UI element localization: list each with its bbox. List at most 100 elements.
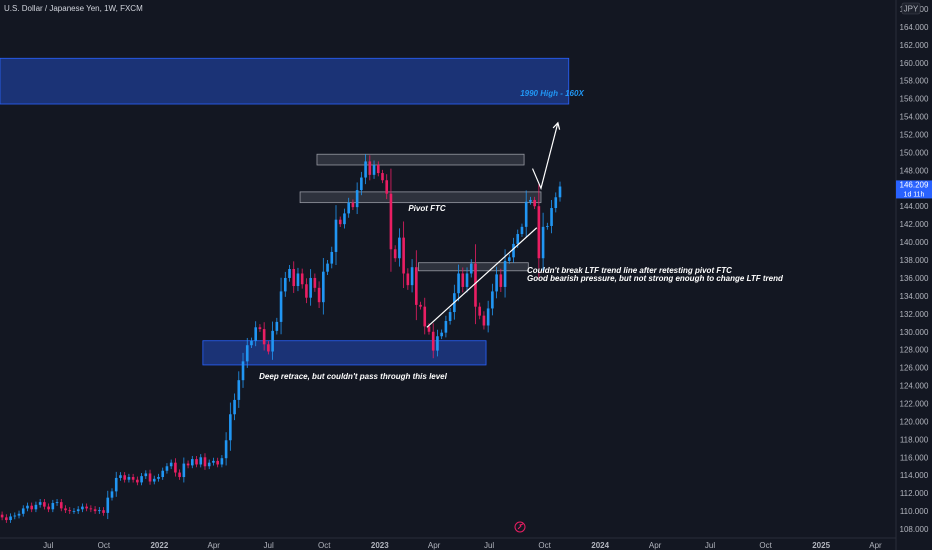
candle-body bbox=[144, 473, 148, 477]
candle-body bbox=[474, 263, 477, 307]
x-tick-label: Apr bbox=[428, 541, 441, 550]
candle-body bbox=[448, 312, 452, 322]
candle-body bbox=[102, 510, 105, 513]
annotation-bearish-note: Good bearish pressure, but not strong en… bbox=[527, 274, 784, 283]
candle-body bbox=[174, 462, 177, 473]
candle-body bbox=[436, 336, 439, 351]
y-tick-label: 156.000 bbox=[900, 95, 929, 104]
candle-body bbox=[414, 267, 418, 305]
candle-body bbox=[140, 476, 143, 483]
x-tick-label: 2023 bbox=[371, 541, 389, 550]
candle-body bbox=[114, 477, 118, 492]
candle-body bbox=[351, 202, 355, 208]
candle-body bbox=[279, 291, 283, 322]
candle-body bbox=[334, 219, 338, 252]
candle-body bbox=[376, 164, 380, 174]
pivot-zone bbox=[299, 191, 542, 204]
candle-body bbox=[17, 513, 21, 516]
candle-body bbox=[26, 505, 29, 509]
candle-body bbox=[364, 161, 367, 178]
candle-body bbox=[313, 277, 317, 288]
candle-body bbox=[503, 260, 507, 287]
y-tick-label: 140.000 bbox=[900, 238, 929, 247]
candle-body bbox=[241, 361, 245, 381]
candle-body bbox=[93, 509, 97, 512]
candle-body bbox=[486, 308, 490, 326]
y-tick-label: 112.000 bbox=[900, 489, 929, 498]
candle-body bbox=[123, 475, 126, 480]
candle-body bbox=[169, 462, 173, 467]
x-tick-label: Oct bbox=[318, 541, 331, 550]
candle-body bbox=[520, 226, 524, 235]
x-tick-label: Jul bbox=[705, 541, 715, 550]
candle-body bbox=[64, 508, 67, 511]
x-tick-label: Oct bbox=[538, 541, 551, 550]
y-tick-label: 108.000 bbox=[900, 525, 929, 534]
candle-body bbox=[533, 199, 536, 207]
candle-body bbox=[398, 237, 401, 259]
drawings-layer bbox=[426, 121, 561, 328]
y-tick-label: 154.000 bbox=[900, 113, 929, 122]
candle-body bbox=[250, 340, 253, 346]
candle-body bbox=[68, 510, 72, 512]
candle-body bbox=[21, 508, 25, 514]
candle-body bbox=[343, 213, 346, 225]
candle-body bbox=[178, 472, 181, 478]
y-tick-label: 130.000 bbox=[900, 328, 929, 337]
candle-body bbox=[55, 502, 59, 504]
currency-badge[interactable] bbox=[901, 2, 921, 15]
candle-body bbox=[47, 506, 50, 510]
ltf-trendline bbox=[426, 227, 538, 328]
x-tick-label: Oct bbox=[759, 541, 772, 550]
y-tick-label: 164.000 bbox=[900, 23, 929, 32]
candle-body bbox=[300, 273, 304, 285]
candle-body bbox=[119, 475, 122, 478]
x-tick-label: 2022 bbox=[150, 541, 168, 550]
candle-body bbox=[322, 271, 325, 303]
candle-body bbox=[220, 458, 224, 465]
candle-body bbox=[355, 190, 359, 208]
candle-body bbox=[381, 173, 384, 181]
y-tick-label: 116.000 bbox=[900, 453, 929, 462]
candle-body bbox=[288, 269, 291, 278]
candle-body bbox=[558, 186, 562, 198]
candle-body bbox=[360, 177, 363, 191]
candle-body bbox=[305, 284, 308, 298]
candle-body bbox=[0, 514, 4, 518]
y-tick-label: 122.000 bbox=[900, 400, 929, 409]
candle-body bbox=[410, 267, 414, 286]
annotation-1990-high: 1990 High - 160X bbox=[520, 89, 584, 98]
y-tick-label: 148.000 bbox=[900, 166, 929, 175]
candle-body bbox=[419, 304, 422, 307]
candle-body bbox=[444, 321, 448, 333]
candle-body bbox=[199, 457, 203, 465]
candle-body bbox=[229, 414, 232, 441]
candle-body bbox=[81, 506, 84, 510]
y-tick-label: 132.000 bbox=[900, 310, 929, 319]
candle-body bbox=[43, 502, 46, 507]
candle-body bbox=[338, 219, 342, 225]
time-axis[interactable]: Jul Oct 2022 Apr Jul Oct 2023 Apr Jul Oct 2024 Apr J… bbox=[43, 541, 882, 550]
candle-body bbox=[237, 380, 241, 400]
candle-body bbox=[368, 161, 372, 175]
x-tick-label: Apr bbox=[649, 541, 662, 550]
candle-body bbox=[529, 199, 532, 202]
candle-body bbox=[406, 273, 410, 286]
candle-body bbox=[9, 516, 12, 521]
candle-body bbox=[38, 502, 42, 505]
x-tick-label: Jul bbox=[43, 541, 53, 550]
candle-body bbox=[546, 225, 549, 227]
candle-body bbox=[554, 197, 558, 209]
candle-body bbox=[13, 515, 17, 517]
candle-body bbox=[136, 479, 139, 483]
candle-body bbox=[457, 273, 460, 294]
candle-body bbox=[254, 327, 258, 341]
candle-body bbox=[385, 180, 389, 194]
y-tick-label: 150.000 bbox=[900, 148, 929, 157]
candle-body bbox=[165, 466, 169, 471]
annotation-deep-retrace: Deep retrace, but couldn't pass through … bbox=[259, 372, 447, 381]
candle-body bbox=[541, 226, 545, 259]
candle-body bbox=[465, 273, 469, 287]
candle-body bbox=[59, 502, 63, 509]
